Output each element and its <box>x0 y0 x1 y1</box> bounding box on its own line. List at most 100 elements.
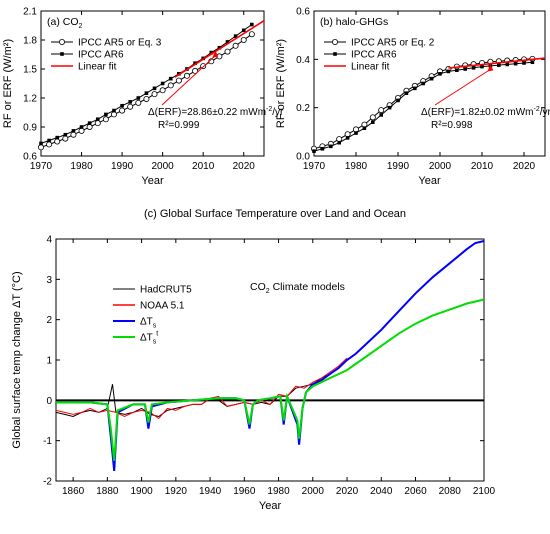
data-point <box>463 67 467 71</box>
legend-label: HadCRUT5 <box>140 285 192 296</box>
data-point <box>336 136 343 143</box>
data-point <box>354 131 358 135</box>
x-tick-label: 2020 <box>233 161 256 172</box>
data-point <box>513 61 518 66</box>
data-point <box>505 62 509 67</box>
data-point <box>46 141 53 148</box>
panel-1: 1970 1980 1990 2000 2010 2020 0.6 0.9 1.2 1.5 1.8 2… <box>2 7 284 188</box>
data-point <box>240 37 247 44</box>
panel-label: (b) halo-GHGs <box>320 16 388 28</box>
panel-title: (c) Global Surface Temperature over Land… <box>144 208 406 220</box>
data-point <box>369 114 376 121</box>
data-point <box>329 144 333 149</box>
data-point <box>192 67 199 74</box>
y-tick-label: 1.5 <box>23 65 37 76</box>
data-point <box>183 72 190 79</box>
data-point <box>438 72 442 76</box>
legend-marker <box>331 39 338 46</box>
data-point <box>362 126 367 131</box>
annotation-arrow <box>161 55 216 106</box>
legend-label: IPCC AR5 or Eq. 3 <box>78 38 162 49</box>
data-point <box>119 107 126 114</box>
data-point <box>143 95 150 102</box>
data-point <box>55 135 60 140</box>
panel-label: (a) CO2 <box>47 16 83 30</box>
x-tick-label: 1900 <box>130 486 153 497</box>
x-axis-label: Year <box>259 500 282 512</box>
data-point <box>352 126 359 133</box>
legend-label: NOAA 5.1 <box>140 301 185 312</box>
data-point <box>413 86 417 91</box>
data-point <box>71 129 76 133</box>
plot-frame <box>55 238 485 482</box>
x-tick-label: 2020 <box>336 486 359 497</box>
x-tick-label: 1990 <box>387 161 410 172</box>
data-point <box>193 61 197 65</box>
annotation-r2: R²=0.998 <box>431 120 473 131</box>
y-tick-label: 2.1 <box>23 7 37 18</box>
text-note: CO2 Climate models <box>250 281 345 295</box>
data-point <box>522 61 526 65</box>
x-axis-label: Year <box>418 175 441 187</box>
y-tick-label: -2 <box>43 477 52 488</box>
y-tick-label: 0.6 <box>296 7 310 18</box>
x-tick-label: 2000 <box>152 161 175 172</box>
y-tick-label: 0.2 <box>296 103 310 114</box>
y-tick-label: 1 <box>46 356 52 367</box>
annotation-text: Δ(ERF)=28.86±0.22 mWm-2/yr <box>148 106 284 118</box>
data-point <box>175 77 182 84</box>
annotation-r2: R²=0.999 <box>158 120 200 131</box>
y-tick-label: 0.0 <box>296 152 310 163</box>
x-tick-label: 1990 <box>111 161 134 172</box>
data-point <box>102 116 109 123</box>
data-point <box>497 63 501 67</box>
x-tick-label: 2080 <box>439 486 462 497</box>
x-tick-label: 1980 <box>345 161 368 172</box>
panel-2: 1970 1980 1990 2000 2010 2020 0.0 0.2 0.4 0.6 Year… <box>275 7 550 188</box>
data-point <box>404 91 409 95</box>
y-axis-label: RF or ERF (W/m²) <box>2 39 14 128</box>
data-point <box>224 48 231 55</box>
data-point <box>127 103 134 110</box>
data-point <box>54 138 61 145</box>
data-point <box>232 42 239 49</box>
x-tick-label: 2020 <box>513 161 536 172</box>
data-point <box>168 76 173 81</box>
data-point <box>344 131 351 138</box>
legend-marker <box>60 52 64 56</box>
data-point <box>144 91 149 95</box>
data-point <box>320 146 325 151</box>
data-point <box>480 64 484 69</box>
y-tick-label: 0.4 <box>296 55 310 66</box>
y-tick-label: 1.2 <box>23 94 37 105</box>
data-point <box>120 103 124 108</box>
data-point <box>87 121 92 125</box>
data-point <box>151 91 158 98</box>
y-tick-label: 3 <box>46 275 52 286</box>
data-point <box>241 28 246 33</box>
data-point <box>396 98 400 103</box>
y-axis-label: RF or ERF (W/m²) <box>275 39 287 128</box>
y-tick-label: 2 <box>46 315 52 326</box>
plot-frame <box>40 10 265 157</box>
y-tick-label: 4 <box>46 235 52 246</box>
data-point <box>159 87 166 94</box>
legend-label: IPCC AR5 or Eq. 2 <box>351 38 435 49</box>
y-axis-label: Global surface temp change ΔT (°C) <box>11 271 23 448</box>
annotation-arrowhead <box>212 50 219 58</box>
data-point <box>135 99 142 106</box>
legend-marker <box>59 39 66 46</box>
legend-label: IPCC AR6 <box>78 50 124 61</box>
x-tick-label: 1960 <box>233 486 256 497</box>
plot-frame <box>313 10 546 157</box>
data-point <box>387 105 392 110</box>
annotation-arrow <box>434 68 491 106</box>
data-point <box>128 100 132 104</box>
x-tick-label: 2000 <box>429 161 452 172</box>
data-point <box>312 149 316 153</box>
data-point <box>63 132 68 137</box>
data-point <box>530 60 535 65</box>
annotation-text: Δ(ERF)=1.82±0.02 mWm-2/yr <box>421 106 550 118</box>
x-tick-label: 2100 <box>473 486 496 497</box>
x-axis-label: Year <box>141 175 164 187</box>
